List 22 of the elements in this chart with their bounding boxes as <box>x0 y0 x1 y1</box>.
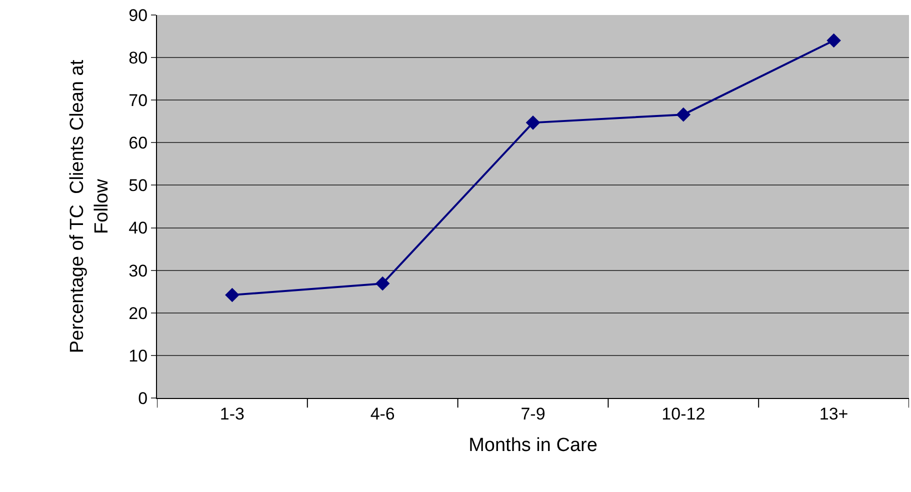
x-tick-label: 13+ <box>819 404 848 424</box>
y-tick-label: 20 <box>128 304 148 323</box>
y-tick-label: 30 <box>128 261 148 280</box>
point <box>676 107 691 122</box>
y-tick-label: 60 <box>128 134 148 153</box>
y-tick-label: 70 <box>128 91 148 110</box>
x-tick-label: 10-12 <box>662 404 706 424</box>
point <box>526 116 540 130</box>
y-tick-label: 40 <box>128 218 148 238</box>
x-tick-label: 4-6 <box>370 404 395 424</box>
point <box>826 33 841 48</box>
point <box>375 276 390 291</box>
y-tick-label: 90 <box>128 6 148 25</box>
point <box>225 288 240 302</box>
y-tick-label: 0 <box>138 388 148 408</box>
y-tick-label: 80 <box>128 48 148 68</box>
y-tick-label: 10 <box>128 346 148 366</box>
x-tick-label: 1-3 <box>220 404 244 424</box>
y-tick-label: 50 <box>128 176 148 196</box>
x-tick-label: 7-9 <box>520 404 546 424</box>
x-axis-title: Months in Care <box>468 435 598 456</box>
y-axis-title: Percentage of TC Clients Clean at Follow <box>66 59 113 354</box>
